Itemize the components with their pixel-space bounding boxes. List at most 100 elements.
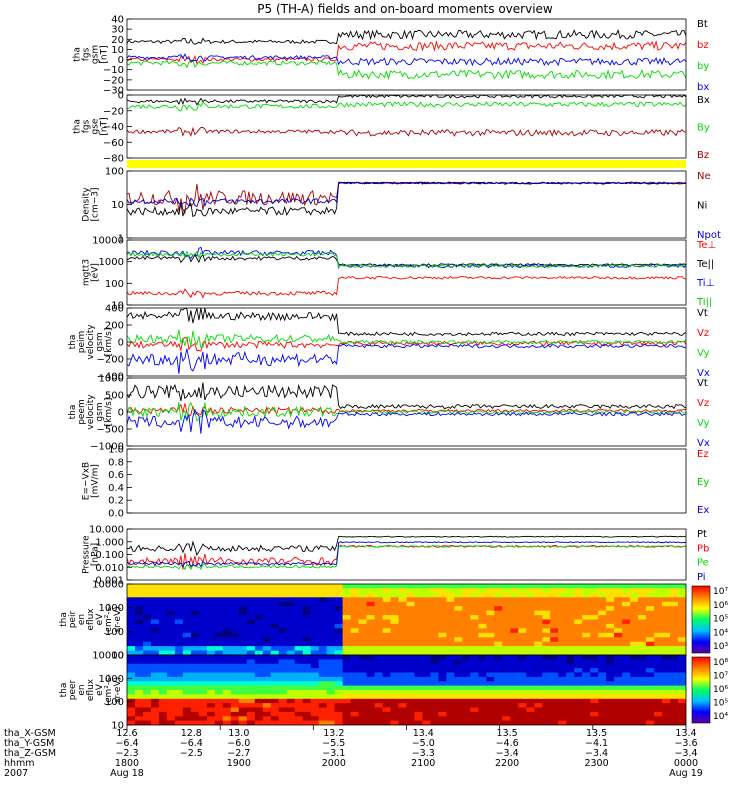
xaxis-row-label: hhmm	[4, 758, 35, 769]
ytick-label: 0	[118, 408, 124, 419]
xaxis-value: 12.8	[181, 728, 202, 739]
xaxis-value: Aug 18	[110, 768, 144, 779]
heatmap-cells	[127, 655, 686, 725]
ylabel: E=−VxB [mV/m]	[82, 462, 101, 500]
heatmap-cells	[127, 584, 686, 655]
series-Pe	[126, 545, 687, 571]
ylabel-line: gse	[91, 118, 101, 134]
ytick-label: 30	[111, 25, 124, 36]
legend-Vt: Vt	[697, 308, 708, 319]
series-Ti||	[126, 250, 687, 268]
ylabel: tha peem velocity gsm [km/s]	[68, 394, 114, 430]
ytick-label: 200	[105, 321, 124, 332]
panel-fgs_gse: 0 −20 −40 −60 −80 tha fgs gse [nT] Bx By Bz	[73, 91, 710, 165]
ylabel-line: Density	[82, 187, 92, 222]
panel-temperature: 10000 1000 100 10 mgtt3 [eV] Te⊥ Te|| Ti⊥ Ti||	[82, 236, 717, 312]
ylabel-line: E=−VxB	[82, 462, 92, 500]
plot-title: P5 (TH-A) fields and on-board moments ov…	[257, 2, 553, 16]
ylabel-line: peem	[77, 399, 87, 425]
ylabel-line: peim	[77, 331, 87, 354]
ytick-label: −80	[103, 154, 124, 165]
colorbar-label: 10³	[713, 642, 728, 652]
legend-bx: bx	[697, 82, 709, 93]
legend-Bx: Bx	[697, 95, 710, 106]
quality-band	[127, 160, 686, 168]
x-axis-annotation: tha_X-GSM 12.6 12.8 13.0 13.2 13.4 13.5 13.5 13.…	[4, 725, 703, 779]
series-Bx	[126, 94, 687, 106]
series-Bt	[126, 29, 687, 45]
series-by	[126, 59, 687, 81]
xaxis-value: 13.2	[323, 728, 344, 739]
xaxis-value: −3.1	[322, 748, 345, 759]
panel-peer_spec: 10000 1000 100 10 tha peer en eflux eV (cm²-s-sr-…	[59, 651, 728, 732]
legend-Ti⊥: Ti⊥	[696, 278, 714, 289]
legend-Vt: Vt	[697, 378, 708, 389]
xaxis-value: −6.4	[180, 738, 203, 749]
ylabel: tha peer en eflux eV (cm²-s-sr-eV)	[59, 674, 123, 706]
series-By	[126, 101, 687, 112]
xaxis-value: −4.1	[585, 738, 608, 749]
xaxis-value: 1800	[115, 758, 139, 769]
ylabel-line: peer	[68, 679, 78, 700]
ylabel-line: [nT]	[100, 45, 110, 63]
xaxis-row-label: tha_Z-GSM	[4, 748, 56, 759]
panel-peir_spec: 10000 1000 100 10 tha peir en eflux eV (cm²-s-sr-…	[59, 580, 728, 662]
legend-Ex: Ex	[697, 505, 709, 516]
ytick-label: −500	[97, 425, 124, 436]
ylabel-line: mgtt3	[82, 259, 92, 286]
ylabel: tha fgs gse [nT]	[73, 117, 110, 135]
series-Vx	[126, 408, 687, 434]
ylabel-line: [mV/m]	[91, 464, 101, 498]
ytick-label: −60	[103, 138, 124, 149]
series-Te⊥	[126, 275, 687, 299]
series-Pi	[126, 541, 686, 568]
ytick-label: 10	[111, 721, 124, 732]
ylabel: tha peir en eflux eV (cm²-s-sr-eV)	[59, 603, 123, 635]
colorbar-label: 10⁵	[713, 699, 728, 709]
ylabel: Density [cm−3]	[82, 187, 101, 222]
legend-Pi: Pi	[697, 572, 706, 583]
xaxis-value: −2.7	[227, 748, 250, 759]
ylabel-line: tha	[73, 119, 83, 134]
ytick-label: 10	[111, 45, 124, 56]
ytick-label: 100	[105, 697, 124, 708]
xaxis-row-label: tha_Y-GSM	[4, 738, 54, 749]
colorbar-label: 10⁷	[713, 587, 728, 597]
xaxis-value: 1900	[227, 758, 251, 769]
legend-by: by	[697, 61, 709, 72]
xaxis-value: −3.4	[674, 748, 697, 759]
legend-Vz: Vz	[697, 328, 709, 339]
colorbar-label: 10⁶	[713, 601, 728, 611]
ytick-label: 0.6	[108, 470, 124, 481]
ylabel-line: eV	[95, 683, 105, 696]
ylabel-line: (cm²-s-	[104, 603, 114, 635]
ylabel: tha peim velocity gsm [km/s]	[68, 324, 114, 360]
series-Npot	[126, 181, 686, 208]
ylabel-line: velocity	[86, 324, 96, 360]
ylabel-line: [km/s]	[104, 328, 114, 357]
ytick-label: 1000	[99, 374, 124, 385]
panel-density: 100 10 1 Density [cm−3] Ne Ni Npot	[82, 167, 721, 245]
panel-peim_velocity: 400 200 0 −200 −400 tha peim velocity gsm [km/s] V…	[68, 304, 710, 383]
series-Vz	[126, 403, 687, 417]
colorbar-label: 10⁸	[713, 658, 728, 668]
ytick-label: 1000	[99, 674, 124, 685]
ylabel-line: fgs	[82, 119, 92, 133]
xaxis-value: 13.4	[675, 728, 696, 739]
ylabel-line: tha	[68, 335, 78, 350]
ytick-label: 400	[105, 304, 124, 315]
ytick-label: 1.0	[108, 445, 124, 456]
legend-Vz: Vz	[697, 398, 709, 409]
colorbar-label: 10⁴	[713, 712, 728, 722]
series-Vt	[126, 382, 687, 410]
ylabel-line: [nPa]	[91, 543, 101, 566]
colorbar	[691, 656, 711, 724]
panel-frame	[126, 239, 687, 306]
xaxis-row-label: tha_X-GSM	[4, 728, 56, 739]
legend-Te⊥: Te⊥	[696, 240, 716, 251]
legend-Vx: Vx	[697, 368, 710, 379]
legend-Te||: Te||	[696, 259, 714, 270]
